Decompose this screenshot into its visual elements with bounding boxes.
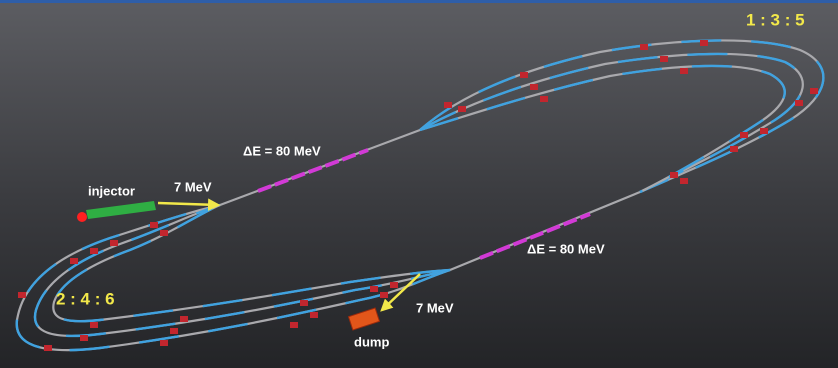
- energy-gain-label: ΔE = 80 MeV: [527, 241, 605, 256]
- energy-gain-label: ΔE = 80 MeV: [243, 143, 321, 158]
- pass-label: 1 : 3 : 5: [746, 10, 805, 29]
- injector-label: injector: [88, 183, 135, 198]
- diagram: 1 : 3 : 5 2 : 4 : 6 ΔE = 80 MeV ΔE = 80 …: [0, 0, 838, 368]
- dump-label: dump: [354, 334, 389, 349]
- energy-label: 7 MeV: [174, 179, 212, 194]
- pass-label: 2 : 4 : 6: [56, 289, 115, 308]
- top-border: [0, 0, 838, 3]
- energy-label: 7 MeV: [416, 300, 454, 315]
